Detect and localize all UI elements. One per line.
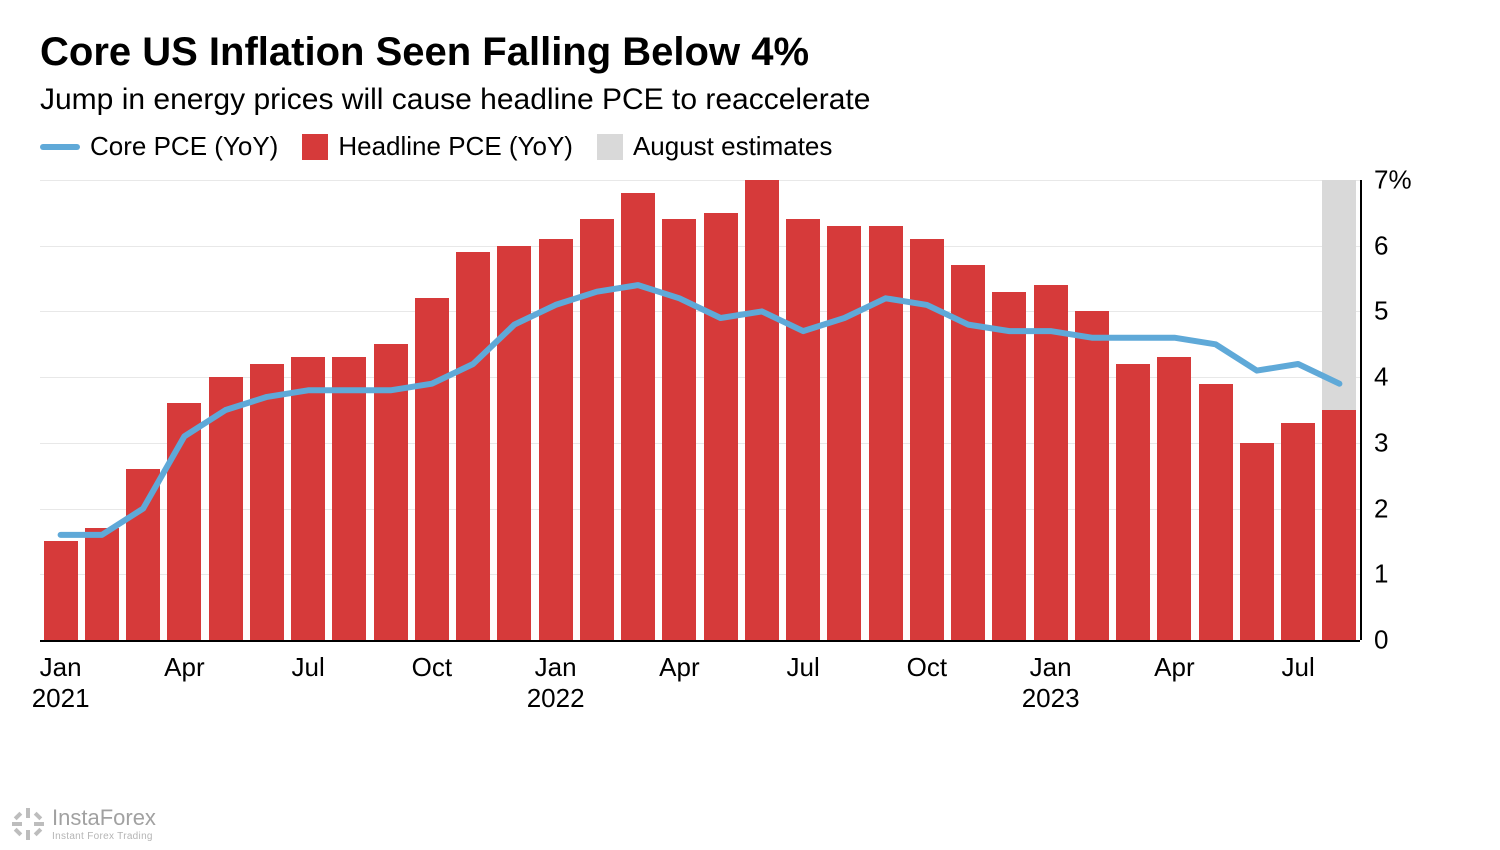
bar <box>1236 180 1277 640</box>
bar <box>906 180 947 640</box>
bar <box>453 180 494 640</box>
bar <box>81 180 122 640</box>
bar <box>741 180 782 640</box>
x-tick-label: Apr <box>1154 652 1194 683</box>
bar <box>1113 180 1154 640</box>
bar <box>123 180 164 640</box>
chart-subtitle: Jump in energy prices will cause headlin… <box>40 83 1460 117</box>
bar <box>824 180 865 640</box>
watermark-text: InstaForex Instant Forex Trading <box>52 805 156 842</box>
x-tick-label: Jul <box>1282 652 1315 683</box>
bar <box>164 180 205 640</box>
bar <box>576 180 617 640</box>
x-tick-label: Oct <box>412 652 452 683</box>
bar <box>535 180 576 640</box>
y-tick-label: 3 <box>1374 427 1454 458</box>
bar <box>411 180 452 640</box>
watermark: InstaForex Instant Forex Trading <box>12 805 156 842</box>
chart-title: Core US Inflation Seen Falling Below 4% <box>40 30 1460 75</box>
bar <box>329 180 370 640</box>
legend-label: Core PCE (YoY) <box>90 131 278 162</box>
legend-item-core: Core PCE (YoY) <box>40 131 278 162</box>
bar <box>494 180 535 640</box>
y-tick-label: 4 <box>1374 362 1454 393</box>
bar <box>989 180 1030 640</box>
bar <box>1154 180 1195 640</box>
bar <box>246 180 287 640</box>
bar <box>948 180 989 640</box>
x-tick-label: Jul <box>292 652 325 683</box>
bar <box>618 180 659 640</box>
legend-label: Headline PCE (YoY) <box>338 131 573 162</box>
bar <box>288 180 329 640</box>
x-tick-label: Jul <box>787 652 820 683</box>
watermark-tagline: Instant Forex Trading <box>52 831 156 842</box>
bar <box>370 180 411 640</box>
bar <box>1071 180 1112 640</box>
y-axis-labels: 01234567% <box>1374 180 1454 640</box>
watermark-icon <box>12 808 44 840</box>
bars-group <box>40 180 1360 640</box>
y-axis-line <box>1360 180 1362 640</box>
legend: Core PCE (YoY) Headline PCE (YoY) August… <box>40 131 1460 162</box>
x-tick-label: Apr <box>659 652 699 683</box>
bar <box>40 180 81 640</box>
legend-swatch-square <box>302 134 328 160</box>
legend-swatch-square-2 <box>597 134 623 160</box>
bar <box>1319 180 1360 640</box>
x-tick-label: Jan2023 <box>1022 652 1080 714</box>
x-axis-line <box>40 640 1360 642</box>
x-tick-label: Jan2021 <box>32 652 90 714</box>
bar <box>700 180 741 640</box>
chart-area: 01234567% Jan2021AprJulOctJan2022AprJulO… <box>40 180 1440 730</box>
y-tick-label: 5 <box>1374 296 1454 327</box>
chart-container: Core US Inflation Seen Falling Below 4% … <box>0 0 1500 850</box>
bar <box>1030 180 1071 640</box>
bar <box>1278 180 1319 640</box>
y-tick-label: 6 <box>1374 230 1454 261</box>
legend-label: August estimates <box>633 131 832 162</box>
legend-swatch-line <box>40 144 80 150</box>
legend-item-estimate: August estimates <box>597 131 832 162</box>
plot-area <box>40 180 1360 640</box>
bar <box>205 180 246 640</box>
y-tick-label: 2 <box>1374 493 1454 524</box>
bar <box>659 180 700 640</box>
y-tick-label: 1 <box>1374 559 1454 590</box>
bar <box>1195 180 1236 640</box>
x-tick-label: Oct <box>907 652 947 683</box>
watermark-brand: InstaForex <box>52 805 156 830</box>
y-tick-label: 0 <box>1374 625 1454 656</box>
x-tick-label: Apr <box>164 652 204 683</box>
legend-item-headline: Headline PCE (YoY) <box>302 131 573 162</box>
x-tick-label: Jan2022 <box>527 652 585 714</box>
bar <box>865 180 906 640</box>
bar <box>783 180 824 640</box>
y-tick-label: 7% <box>1374 165 1454 196</box>
